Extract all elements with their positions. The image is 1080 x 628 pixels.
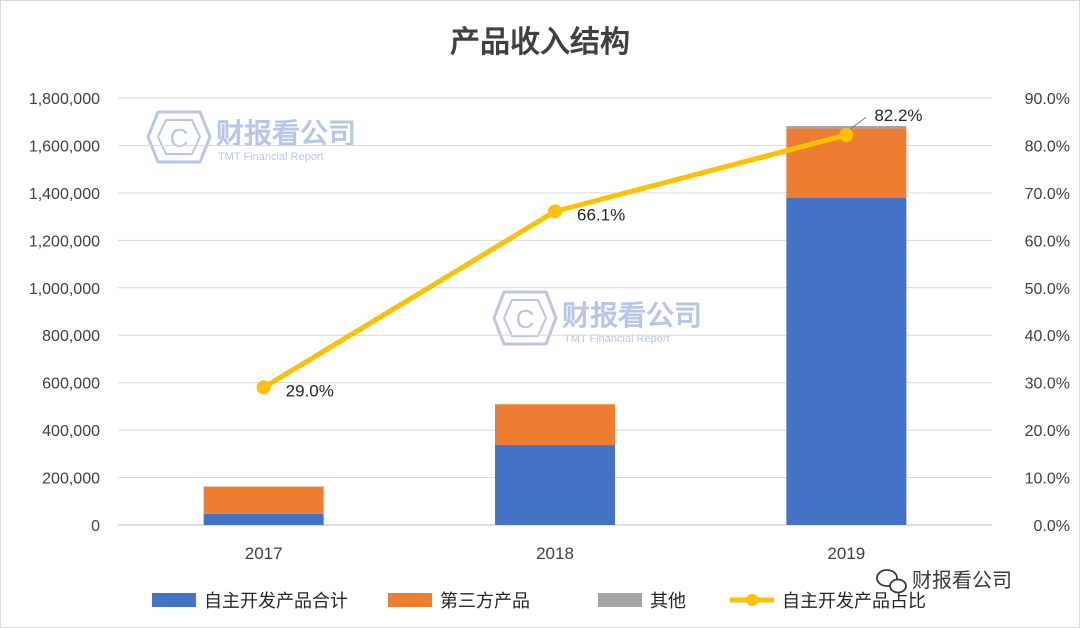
ratio-line: 29.0% 66.1% 82.2%	[256, 106, 923, 400]
y-tick-label: 1,000,000	[29, 281, 100, 298]
legend-swatch	[598, 593, 642, 607]
legend-label: 自主开发产品合计	[204, 591, 348, 612]
y2-tick-label: 30.0%	[1025, 376, 1070, 393]
bar-2019	[786, 125, 907, 129]
ratio-line-path	[262, 132, 847, 390]
legend-label: 第三方产品	[440, 591, 530, 612]
y-tick-label: 800,000	[42, 328, 100, 345]
wechat-icon	[876, 569, 907, 594]
watermark-logo-icon: C	[146, 110, 212, 164]
y2-tick-label: 0.0%	[1034, 518, 1070, 535]
ratio-point	[548, 204, 562, 219]
bar-2019	[786, 197, 907, 525]
corner-label: 财报看公司	[912, 568, 1012, 592]
y2-tick-label: 90.0%	[1025, 91, 1070, 108]
y-tick-label: 1,800,000	[29, 91, 100, 108]
ratio-data-label: 82.2%	[874, 106, 922, 125]
ratio-point	[839, 128, 854, 143]
legend-swatch	[388, 593, 432, 607]
watermark-subtitle: TMT Financial Report	[218, 151, 324, 163]
y-tick-label: 200,000	[42, 471, 100, 488]
watermark: C 财报看公司 TMT Financial Report	[492, 290, 702, 346]
ratio-data-label: 66.1%	[577, 205, 625, 224]
y-tick-label: 400,000	[42, 423, 100, 440]
y2-tick-label: 40.0%	[1025, 328, 1070, 345]
y2-tick-label: 70.0%	[1025, 186, 1070, 203]
ratio-data-label: 29.0%	[286, 381, 334, 400]
legend-item: 自主开发产品合计	[152, 591, 348, 612]
legend: 自主开发产品合计 第三方产品 其他 自主开发产品占比	[152, 591, 926, 612]
legend-item: 自主开发产品占比	[730, 591, 926, 612]
legend-marker	[746, 594, 758, 606]
y-tick-label: 0	[91, 518, 100, 535]
x-axis: 2017 2018 2019	[245, 544, 865, 563]
bar-2018	[495, 445, 615, 525]
legend-swatch	[152, 593, 196, 607]
y-axis-right: 0.0% 10.0% 20.0% 30.0% 40.0% 50.0% 60.0% 70.0% 8…	[1025, 91, 1070, 535]
bars	[203, 125, 907, 525]
y2-tick-label: 80.0%	[1025, 138, 1070, 155]
chart-title: 产品收入结构	[450, 25, 630, 60]
watermark-text: 财报看公司	[216, 117, 356, 150]
watermark-logo-icon: C	[492, 290, 558, 346]
legend-label: 其他	[650, 591, 686, 612]
y-tick-label: 1,600,000	[29, 138, 100, 155]
bar-2018	[495, 404, 615, 446]
x-tick-label: 2017	[245, 544, 283, 563]
y2-tick-label: 50.0%	[1025, 281, 1070, 298]
corner-brand: 财报看公司	[876, 568, 1012, 594]
y2-tick-label: 60.0%	[1025, 233, 1070, 250]
bar-2017	[203, 486, 324, 514]
y2-tick-label: 10.0%	[1025, 471, 1070, 488]
legend-item: 第三方产品	[388, 591, 530, 612]
watermark-subtitle: TMT Financial Report	[564, 333, 670, 345]
y2-tick-label: 20.0%	[1025, 423, 1070, 440]
data-label-leader	[850, 116, 867, 130]
legend-item: 其他	[598, 591, 686, 612]
bar-2017	[203, 513, 324, 525]
y-tick-label: 1,400,000	[29, 186, 100, 203]
x-tick-label: 2018	[536, 544, 574, 563]
watermark: C 财报看公司 TMT Financial Report	[146, 110, 356, 164]
y-tick-label: 600,000	[42, 376, 100, 393]
svg-text:C: C	[170, 123, 189, 153]
watermark-text: 财报看公司	[562, 299, 702, 332]
y-tick-label: 1,200,000	[29, 233, 100, 250]
ratio-point	[256, 380, 271, 395]
legend-label: 自主开发产品占比	[782, 591, 926, 612]
svg-text:C: C	[516, 304, 535, 334]
y-axis-left: 0 200,000 400,000 600,000 800,000 1,000,000 1,…	[29, 91, 100, 535]
x-tick-label: 2019	[827, 544, 865, 563]
